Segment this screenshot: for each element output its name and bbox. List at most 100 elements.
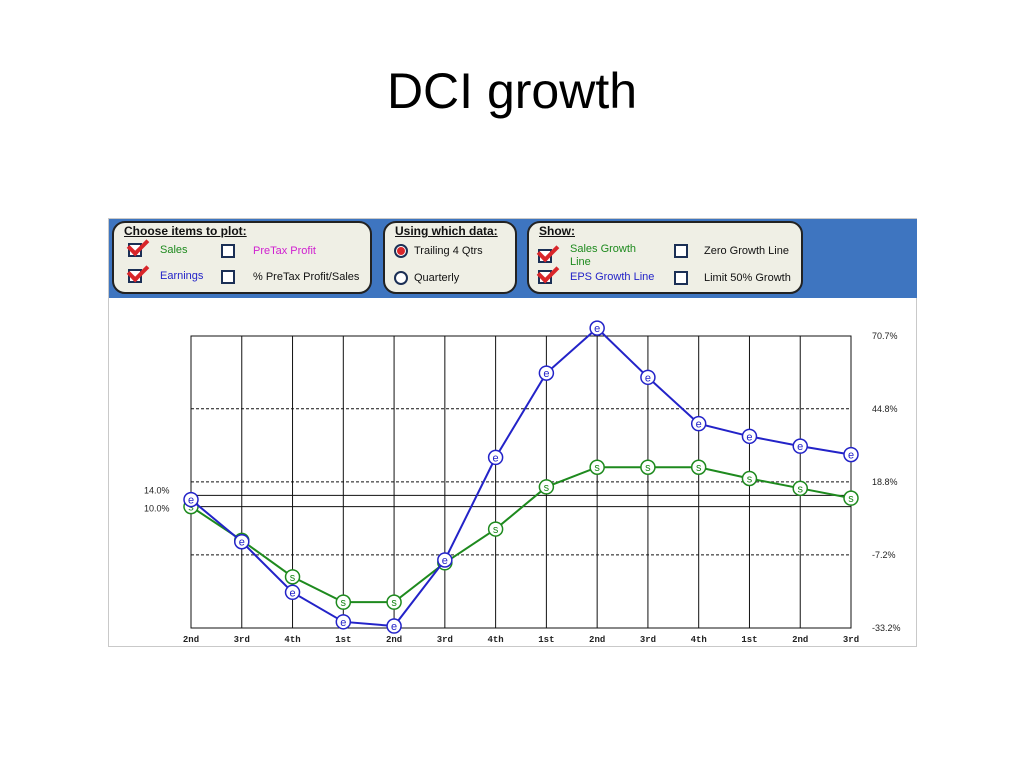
- x-tick-label: 4th: [691, 635, 707, 645]
- quarterly-radio[interactable]: Quarterly: [394, 271, 459, 285]
- data-point-sales: [640, 459, 656, 475]
- data-point-earnings: [335, 614, 352, 630]
- data-point-earnings: [284, 584, 301, 601]
- zero-growth-label: Zero Growth Line: [704, 244, 789, 257]
- data-point-sales: [589, 459, 605, 475]
- x-tick-label: 4th: [284, 635, 300, 645]
- control-bar: Choose items to plot: Sales Earnings Pre…: [109, 219, 917, 298]
- data-point-earnings: [386, 618, 402, 634]
- growth-chart-widget: Choose items to plot: Sales Earnings Pre…: [108, 218, 917, 647]
- x-tick-label: 1st: [538, 635, 554, 645]
- data-point-marker-label: e: [645, 372, 651, 384]
- data-point-marker-label: s: [341, 597, 347, 609]
- data-point-marker-label: e: [594, 323, 600, 335]
- quarterly-label: Quarterly: [414, 271, 460, 284]
- data-point-marker-label: s: [188, 502, 194, 514]
- data-point-sales: [792, 480, 808, 497]
- pretax-box-icon: [221, 244, 235, 258]
- eps-growth-label: EPS Growth Line: [570, 270, 655, 283]
- left-axis-label: 14.0%: [144, 485, 170, 495]
- data-point-marker-label: e: [696, 419, 702, 431]
- data-point-marker-label: e: [289, 587, 295, 599]
- pretax-profit-checkbox[interactable]: PreTax Profit: [221, 244, 316, 258]
- data-point-marker-label: e: [239, 537, 245, 549]
- data-source-group: Using which data: Trailing 4 Qtrs Quarte…: [383, 221, 517, 294]
- right-axis-label: -7.2%: [872, 550, 896, 560]
- data-point-marker-label: s: [747, 473, 753, 485]
- data-point-earnings: [741, 428, 758, 445]
- zero-growth-checkbox[interactable]: Zero Growth Line: [674, 244, 789, 258]
- data-point-marker-label: e: [442, 555, 448, 567]
- zero-growth-box-icon: [674, 244, 688, 258]
- data-point-earnings: [843, 446, 859, 463]
- data-point-marker-label: s: [493, 524, 499, 536]
- data-point-earnings: [690, 415, 707, 432]
- data-point-marker-label: s: [645, 462, 651, 474]
- series-line-earnings: [190, 326, 852, 628]
- earnings-check-icon: [128, 269, 142, 283]
- data-point-marker-label: s: [391, 597, 397, 609]
- pretax-label: PreTax Profit: [253, 244, 316, 257]
- growth-line-chart: 70.7% 44.8% 18.8% -7.2% -33.2% 14.0% 10.0% 2nd 3…: [144, 320, 901, 645]
- x-tick-label: 2nd: [589, 635, 605, 645]
- quarterly-radio-icon: [394, 271, 408, 285]
- show-group: Show: Sales Growth Line EPS Growth Line …: [527, 221, 803, 294]
- data-point-marker-label: e: [493, 452, 499, 464]
- trailing-label: Trailing 4 Qtrs: [414, 244, 483, 257]
- plot-items-title: Choose items to plot:: [124, 224, 247, 238]
- data-point-earnings: [589, 320, 605, 336]
- right-axis-label: 44.8%: [872, 404, 898, 414]
- data-point-marker-label: s: [797, 483, 803, 495]
- right-axis-label: 18.8%: [872, 477, 898, 487]
- limit-growth-box-icon: [674, 271, 688, 285]
- x-tick-label: 4th: [488, 635, 504, 645]
- pretax-sales-checkbox[interactable]: % PreTax Profit/Sales: [221, 270, 359, 284]
- x-tick-label: 1st: [741, 635, 757, 645]
- pretax-sales-box-icon: [221, 270, 235, 284]
- data-point-sales: [690, 459, 707, 475]
- data-point-earnings: [640, 369, 656, 386]
- pretax-sales-label: % PreTax Profit/Sales: [253, 270, 360, 283]
- data-point-marker-label: s: [696, 462, 702, 474]
- data-point-marker-label: e: [848, 450, 854, 462]
- x-tick-label: 3rd: [437, 635, 453, 645]
- data-point-earnings: [538, 365, 555, 381]
- data-point-marker-label: s: [848, 493, 854, 505]
- limit-growth-checkbox[interactable]: Limit 50% Growth: [674, 271, 791, 285]
- sales-checkbox[interactable]: Sales: [128, 243, 188, 257]
- trailing-radio-icon: [394, 244, 408, 258]
- data-point-sales: [487, 521, 504, 537]
- data-point-sales: [538, 479, 555, 495]
- limit-growth-label: Limit 50% Growth: [704, 271, 791, 284]
- data-point-earnings: [234, 533, 250, 550]
- data-point-sales: [843, 490, 859, 506]
- data-point-sales: [386, 594, 402, 610]
- sales-growth-checkbox[interactable]: Sales Growth Line: [538, 243, 658, 269]
- data-point-earnings: [437, 552, 453, 568]
- data-point-marker-label: e: [543, 368, 549, 380]
- data-point-marker-label: s: [544, 482, 550, 494]
- show-title: Show:: [539, 224, 575, 238]
- x-tick-label: 3rd: [843, 635, 859, 645]
- earnings-checkbox[interactable]: Earnings: [128, 269, 203, 283]
- x-tick-label: 2nd: [386, 635, 402, 645]
- data-point-sales: [284, 569, 301, 585]
- x-tick-label: 3rd: [234, 635, 250, 645]
- data-point-marker-label: e: [188, 495, 194, 507]
- sales-growth-label: Sales Growth Line: [570, 243, 637, 268]
- left-axis-label: 10.0%: [144, 504, 170, 514]
- trailing-radio[interactable]: Trailing 4 Qtrs: [394, 244, 483, 258]
- data-point-marker-label: s: [290, 572, 296, 584]
- right-axis-label: -33.2%: [872, 623, 901, 633]
- eps-growth-check-icon: [538, 270, 552, 284]
- x-tick-label: 2nd: [792, 635, 808, 645]
- slide-title: DCI growth: [386, 63, 638, 119]
- x-tick-label: 2nd: [183, 635, 199, 645]
- data-point-marker-label: e: [797, 441, 803, 453]
- data-point-marker-label: s: [594, 462, 600, 474]
- series-line-sales: [190, 466, 852, 604]
- data-point-earnings: [792, 438, 808, 454]
- eps-growth-checkbox[interactable]: EPS Growth Line: [538, 270, 654, 284]
- data-point-marker-label: e: [340, 617, 346, 629]
- data-point-earnings: [487, 449, 504, 466]
